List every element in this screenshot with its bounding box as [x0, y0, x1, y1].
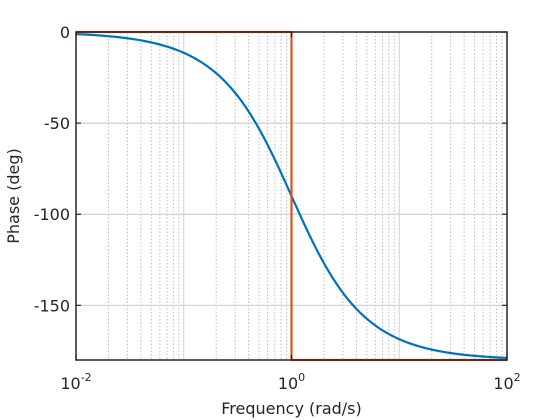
- ticks: 0 -50 -100 -150 10-2 100 102: [34, 23, 521, 393]
- x-tick-label: 102: [493, 371, 520, 393]
- x-tick-label: 100: [278, 371, 305, 393]
- y-tick-label: -100: [34, 205, 70, 224]
- y-tick-label: -50: [44, 114, 70, 133]
- x-tick-label: 10-2: [60, 371, 91, 393]
- grid: [75, 31, 507, 360]
- y-axis-label: Phase (deg): [4, 148, 23, 244]
- y-tick-label: -150: [34, 296, 70, 315]
- x-axis-label: Frequency (rad/s): [221, 399, 362, 418]
- y-tick-label: 0: [60, 23, 70, 42]
